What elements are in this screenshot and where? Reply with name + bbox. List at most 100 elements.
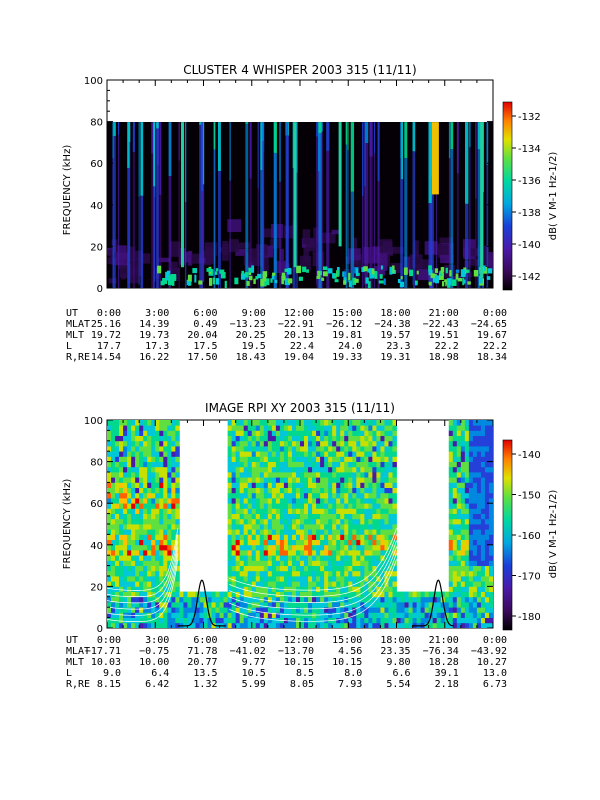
ephemeris-value: 20.25 [236, 330, 266, 341]
spectral-cell [235, 451, 241, 457]
spectral-cell [484, 472, 490, 478]
spectral-cell [464, 466, 470, 473]
spectral-cell [332, 570, 337, 577]
spectral-cell [424, 612, 430, 618]
spectral-cell [304, 492, 309, 499]
spectral-cell [267, 539, 273, 546]
spectral-cell [468, 622, 474, 628]
spectral-cell [167, 425, 172, 431]
spectral-cell [267, 430, 273, 436]
spectral-cell [460, 622, 466, 628]
ephemeris-value: 9.80 [386, 657, 410, 668]
emission-streak [404, 158, 408, 288]
spectral-cell [159, 518, 164, 525]
spectral-cell [191, 607, 196, 613]
spectral-cell [332, 472, 337, 478]
spectral-cell [360, 482, 365, 488]
spectral-cell [131, 586, 136, 592]
spectral-cell [135, 487, 140, 494]
spectral-cell [175, 607, 180, 613]
spectral-cell [255, 586, 261, 592]
spectral-cell [380, 612, 385, 618]
spectral-cell [175, 487, 180, 494]
spectral-cell [239, 518, 245, 525]
spectral-cell [484, 524, 490, 530]
spectral-cell [143, 560, 148, 566]
spectral-cell [347, 248, 361, 261]
spectral-cell [135, 513, 140, 520]
spectral-cell [312, 498, 317, 504]
spectral-cell [456, 612, 462, 618]
spectral-cell [348, 466, 353, 473]
spectral-cell [243, 440, 249, 447]
spectral-cell [115, 477, 120, 483]
spectral-cell [360, 456, 365, 462]
spectral-cell [328, 508, 333, 514]
spectral-cell [312, 534, 317, 540]
spectral-cell [139, 544, 144, 551]
spectral-cell [147, 466, 152, 473]
spectral-cell [344, 612, 349, 618]
spectral-cell [279, 420, 285, 426]
spectral-cell [384, 420, 389, 426]
spectral-cell [484, 581, 490, 587]
emission-streak [112, 122, 116, 137]
spectral-cell [131, 544, 136, 551]
spectral-cell [283, 461, 289, 468]
spectral-cell [360, 586, 365, 592]
spectral-cell [283, 430, 289, 436]
spectral-cell [231, 560, 237, 566]
spectral-cell [360, 560, 365, 566]
spectral-cell [295, 492, 301, 499]
spectral-cell [348, 280, 352, 288]
spectral-cell [206, 268, 212, 272]
spectral-cell [356, 508, 361, 514]
spectral-cell [251, 513, 257, 520]
spectral-cell [364, 425, 369, 431]
spectral-cell [123, 550, 128, 556]
spectral-cell [304, 518, 309, 525]
spectral-cell [300, 466, 305, 473]
spectral-cell [376, 513, 381, 520]
spectral-cell [468, 524, 474, 530]
spectral-cell [340, 503, 345, 509]
spectral-cell [247, 492, 253, 499]
spectral-cell [123, 534, 128, 540]
ephemeris-value: 14.54 [91, 352, 121, 363]
spectral-cell [336, 269, 340, 277]
spectral-cell [484, 498, 490, 504]
spectral-cell [472, 518, 478, 525]
spectral-cell [131, 534, 136, 540]
spectral-cell [304, 617, 309, 624]
spectral-cell [155, 477, 160, 483]
spectral-cell [488, 544, 493, 551]
spectral-cell [147, 581, 152, 587]
spectral-cell [344, 430, 349, 436]
spectral-cell [291, 581, 297, 587]
spectral-cell [438, 272, 444, 280]
spectral-cell [279, 565, 285, 572]
spectral-cell [279, 581, 285, 587]
spectral-cell [484, 430, 490, 436]
spectral-cell [476, 420, 482, 426]
spectral-cell [328, 513, 333, 520]
ephemeris-value: −0.75 [139, 646, 169, 657]
spectral-cell [239, 534, 245, 540]
spectral-cell [155, 446, 160, 452]
spectral-cell [300, 581, 305, 587]
spectral-cell [115, 518, 120, 525]
spectral-cell [111, 435, 116, 442]
spectral-cell [283, 492, 289, 499]
spectral-cell [320, 461, 325, 468]
spectral-cell [115, 487, 120, 494]
spectral-cell [300, 555, 305, 561]
spectral-cell [207, 596, 212, 603]
spectral-cell [316, 607, 321, 613]
spectral-cell [368, 466, 373, 473]
emission-streak [326, 122, 330, 151]
emission-streak [486, 165, 489, 288]
spectral-cell [460, 617, 466, 624]
spectral-cell [472, 456, 478, 462]
spectral-cell [167, 539, 172, 546]
spectral-cell [159, 461, 164, 468]
